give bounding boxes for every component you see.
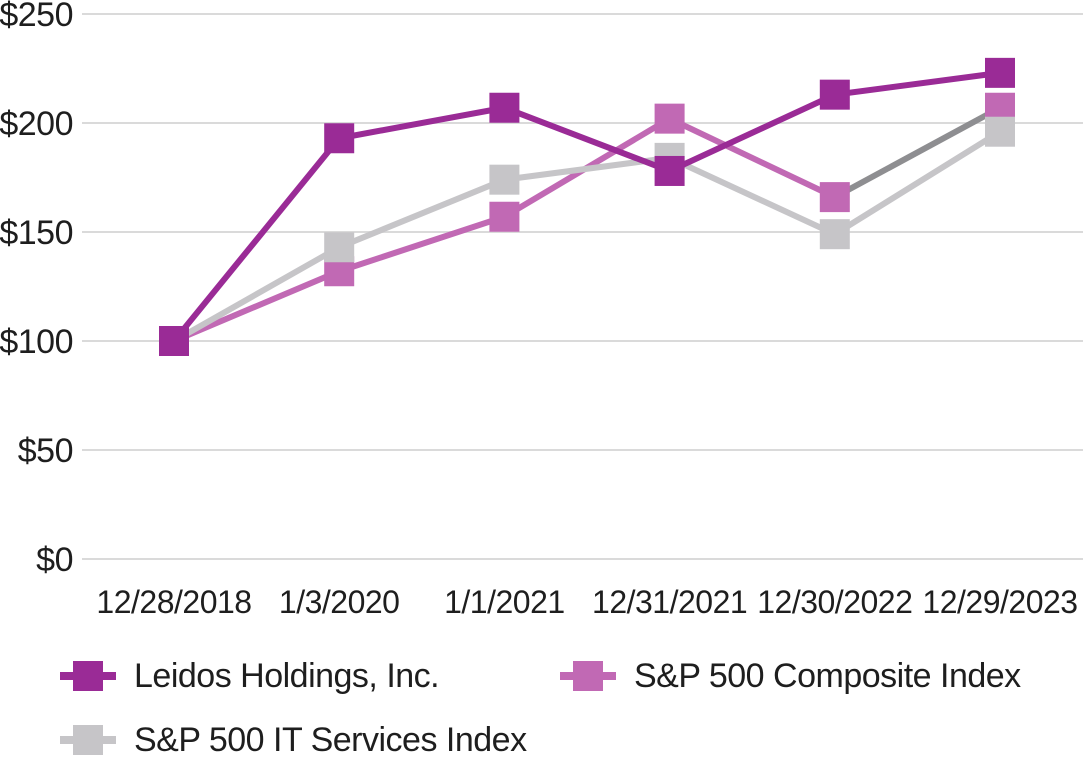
legend-label-leidos: Leidos Holdings, Inc. — [134, 657, 440, 695]
data-point-marker — [819, 182, 850, 213]
x-axis-tick-label: 12/31/2021 — [592, 584, 747, 620]
series-line — [172, 129, 1002, 344]
y-axis-tick-label: $0 — [36, 541, 73, 579]
data-point-marker — [819, 79, 850, 110]
data-point-marker — [489, 92, 520, 123]
data-point-marker — [985, 116, 1015, 147]
y-axis-tick-label: $150 — [0, 214, 73, 252]
x-axis-tick-label: 12/30/2022 — [757, 584, 912, 620]
y-axis-tick-label: $100 — [0, 323, 73, 361]
chart-plot-area: $0 $50 $100 $150 $200 $250 12/28/2018 1/3/2020 1… — [0, 0, 1083, 620]
data-point-marker — [654, 155, 685, 186]
data-point-marker — [324, 232, 355, 263]
legend-item-leidos: Leidos Holdings, Inc. — [60, 656, 440, 696]
data-point-marker — [489, 201, 520, 232]
data-point-marker — [159, 326, 189, 356]
y-axis-tick-label: $50 — [18, 432, 73, 470]
data-point-marker — [489, 164, 520, 195]
y-axis-tick-label: $250 — [0, 0, 73, 34]
legend-label-sp500-it-services: S&P 500 IT Services Index — [134, 721, 527, 759]
series-line-final-segment — [833, 105, 1002, 200]
x-axis-tick-label: 1/1/2021 — [444, 584, 565, 620]
data-point-marker — [819, 219, 850, 250]
series-line — [171, 69, 1001, 343]
legend-item-sp500-it-services: S&P 500 IT Services Index — [60, 720, 527, 760]
sp500-it-services-legend-marker-icon — [60, 725, 116, 755]
legend-item-sp500-composite: S&P 500 Composite Index — [560, 656, 1021, 696]
x-axis-tick-label: 12/28/2018 — [96, 584, 251, 620]
leidos-legend-marker-icon — [60, 661, 116, 691]
sp500-composite-legend-marker-icon — [560, 661, 616, 691]
data-point-marker — [324, 123, 355, 154]
x-axis-tick-label: 1/3/2020 — [279, 584, 400, 620]
data-point-marker — [654, 103, 685, 134]
y-axis-tick-label: $200 — [0, 105, 73, 143]
data-point-marker — [985, 57, 1015, 88]
legend-label-sp500-composite: S&P 500 Composite Index — [634, 657, 1021, 695]
x-axis-tick-label: 12/29/2023 — [922, 584, 1077, 620]
